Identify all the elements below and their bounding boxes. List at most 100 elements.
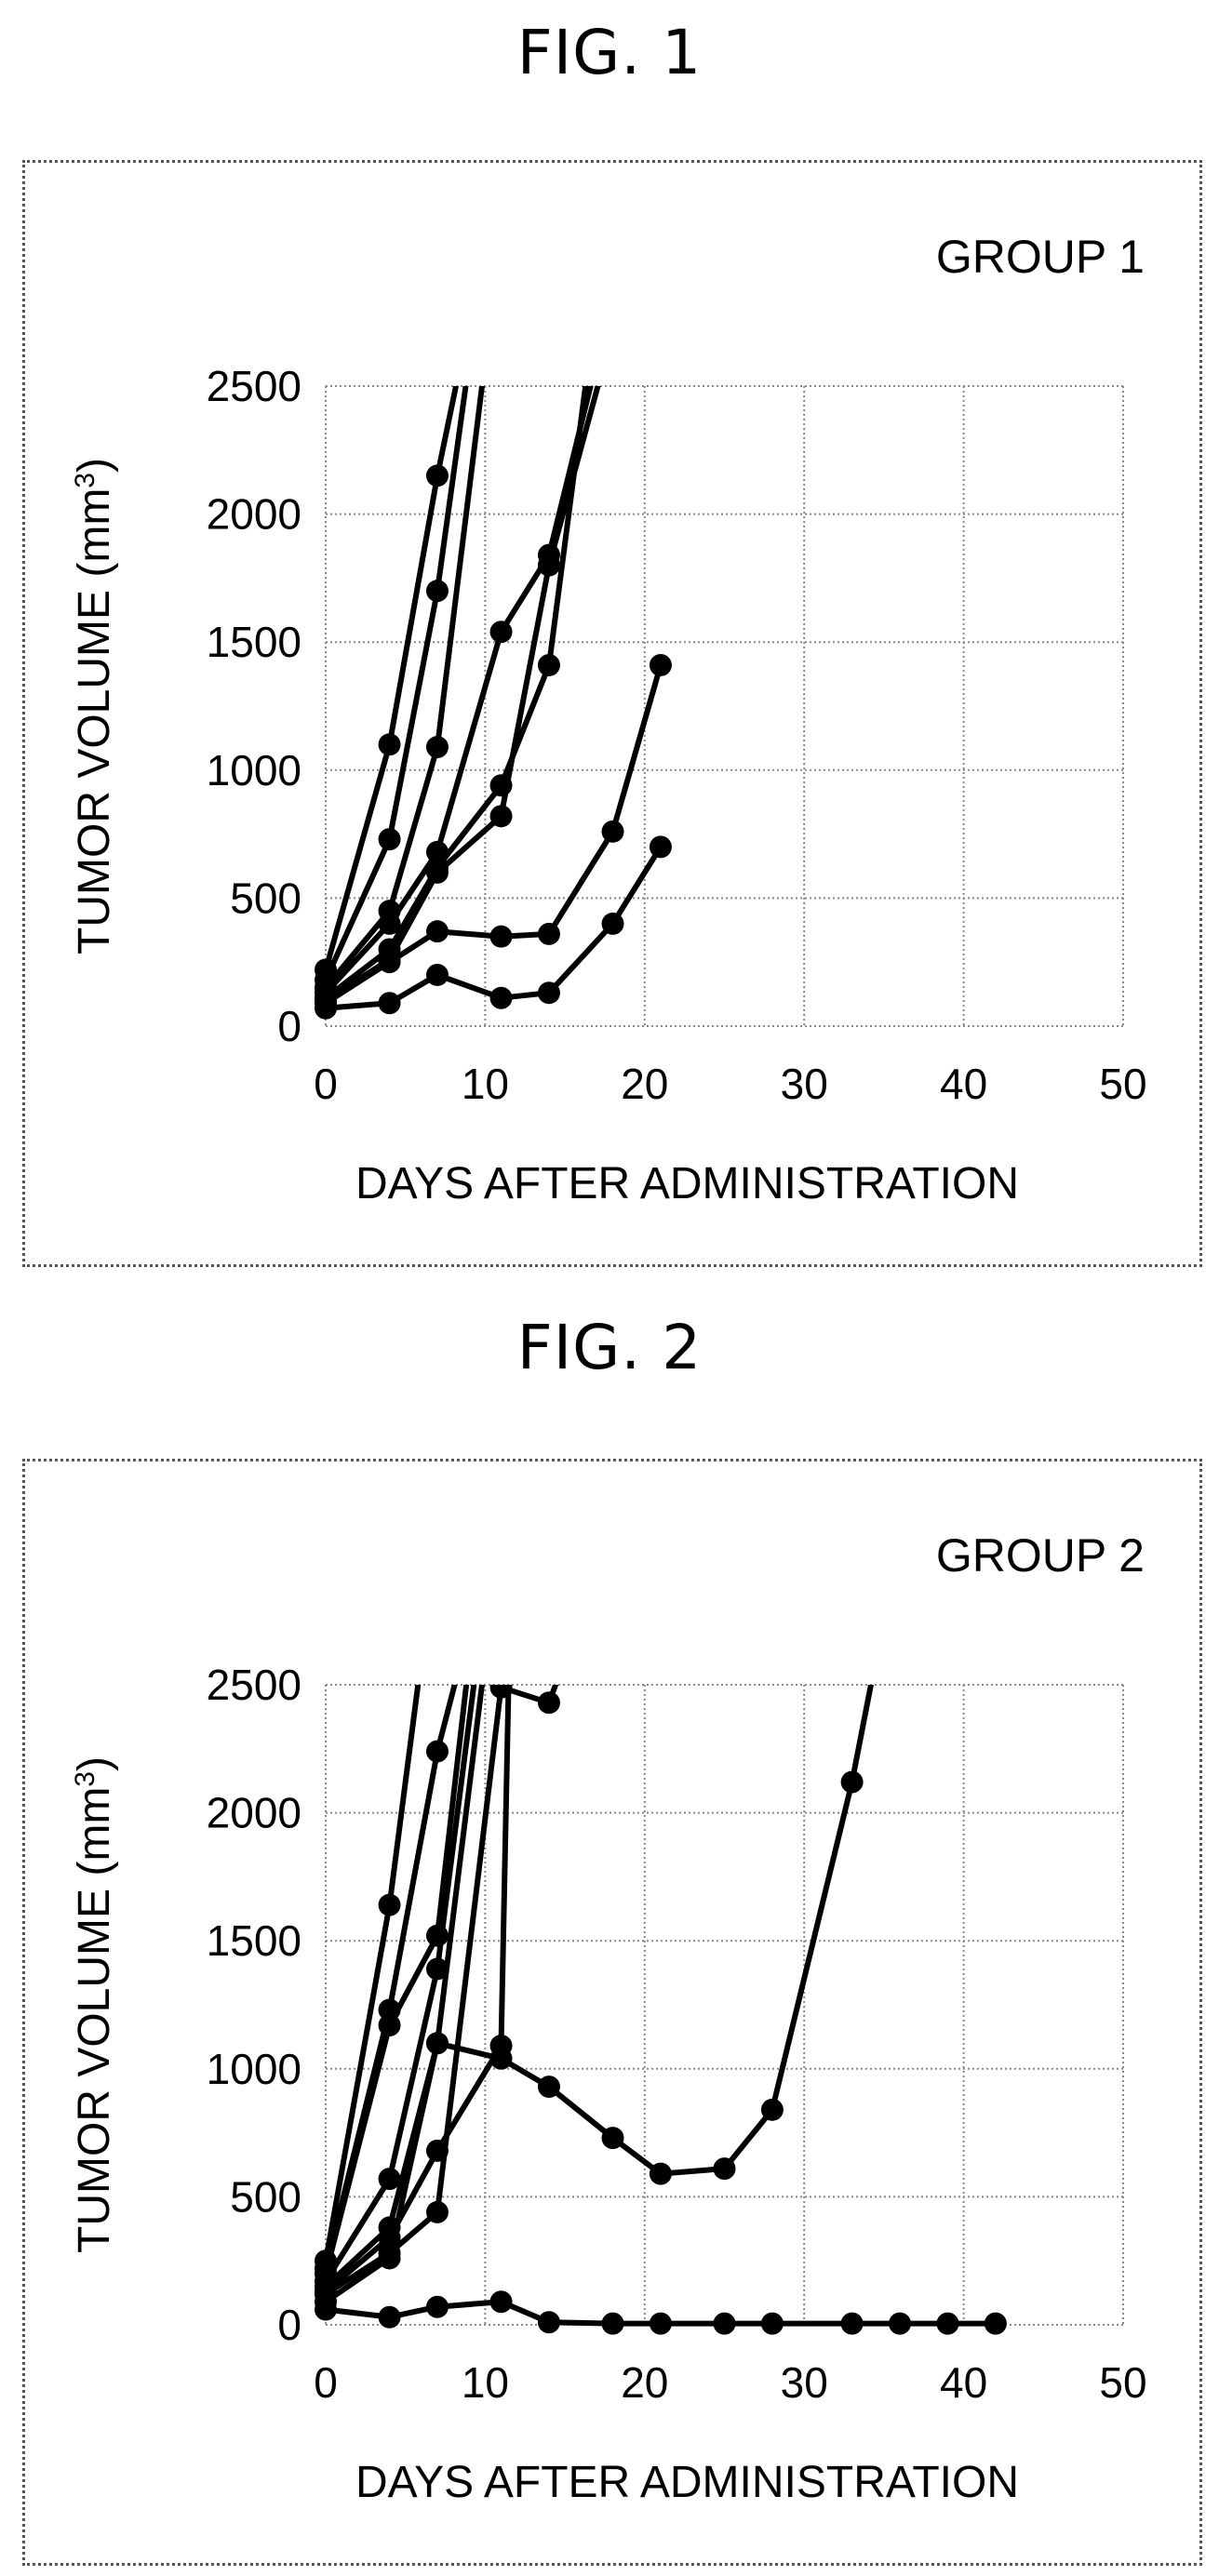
series-line-2 bbox=[323, 386, 469, 983]
data-point bbox=[425, 2032, 449, 2055]
x-tick-label: 50 bbox=[1099, 2358, 1146, 2407]
y-axis-title: TUMOR VOLUME (mm3) bbox=[70, 1756, 120, 2253]
data-point bbox=[537, 981, 560, 1005]
x-tick-label: 50 bbox=[1099, 1060, 1146, 1108]
data-point bbox=[315, 996, 337, 1020]
data-point bbox=[378, 951, 401, 974]
data-point bbox=[936, 2312, 959, 2335]
data-point bbox=[378, 2014, 401, 2037]
data-point bbox=[378, 992, 401, 1015]
data-point bbox=[489, 1685, 513, 1699]
x-axis-title: DAYS AFTER ADMINISTRATION bbox=[355, 2458, 1019, 2507]
x-tick-label: 40 bbox=[940, 1060, 987, 1108]
x-tick-label: 30 bbox=[781, 2358, 828, 2407]
chart-panel-group-2: 0 500 1000 1500 2000 2500 0 10 20 30 40 50 GROUP 2 DA… bbox=[22, 1459, 1202, 2566]
y-tick-label: 1500 bbox=[207, 1916, 301, 1965]
data-point bbox=[425, 861, 449, 884]
y-axis-title: TUMOR VOLUME (mm3) bbox=[70, 458, 120, 954]
data-point bbox=[840, 2312, 864, 2335]
data-point bbox=[537, 554, 560, 577]
group-label: GROUP 1 bbox=[936, 231, 1145, 283]
y-tick-label: 500 bbox=[230, 874, 301, 922]
series-line-4 bbox=[323, 386, 594, 996]
figure-1-title: FIG. 1 bbox=[516, 17, 703, 88]
tumor-volume-chart-group-2: 0 500 1000 1500 2000 2500 0 10 20 30 40 50 GROUP 2 DA… bbox=[70, 1529, 1147, 2507]
data-point bbox=[425, 2200, 449, 2223]
series-line-3 bbox=[323, 386, 486, 991]
data-point bbox=[760, 2312, 784, 2335]
y-tick-label: 1000 bbox=[207, 2045, 301, 2093]
data-point bbox=[425, 963, 449, 986]
data-point bbox=[489, 621, 513, 644]
data-point bbox=[601, 912, 624, 935]
data-point bbox=[425, 920, 449, 943]
data-point bbox=[425, 580, 449, 603]
x-axis-title: DAYS AFTER ADMINISTRATION bbox=[355, 1159, 1019, 1208]
data-point bbox=[889, 2312, 912, 2335]
group-label: GROUP 2 bbox=[936, 1529, 1145, 1582]
data-point bbox=[649, 2162, 672, 2185]
y-tick-label: 1000 bbox=[207, 746, 301, 794]
data-point bbox=[537, 922, 560, 945]
series-line-3 bbox=[323, 1685, 470, 2276]
data-point bbox=[378, 828, 401, 851]
x-tick-label: 10 bbox=[462, 1060, 509, 1108]
chart-panel-group-1: 0 500 1000 1500 2000 2500 0 10 20 30 40 50 GROUP 1 DA… bbox=[22, 160, 1202, 1267]
data-point bbox=[760, 2098, 784, 2121]
data-point bbox=[537, 2075, 560, 2099]
x-tick-label: 30 bbox=[781, 1060, 828, 1108]
data-point bbox=[315, 2298, 337, 2321]
data-point bbox=[378, 733, 401, 756]
y-tick-label: 2500 bbox=[207, 362, 301, 410]
data-point bbox=[489, 805, 513, 828]
x-tick-label: 20 bbox=[621, 2358, 668, 2407]
data-point bbox=[489, 2290, 513, 2314]
series-line-6 bbox=[323, 386, 601, 1004]
data-point bbox=[537, 1691, 560, 1715]
x-tick-label: 0 bbox=[314, 2358, 338, 2407]
grid bbox=[325, 1684, 1124, 2326]
y-tick-label: 2500 bbox=[207, 1661, 301, 1709]
data-point bbox=[984, 2312, 1007, 2335]
data-point bbox=[840, 1770, 864, 1794]
data-point bbox=[425, 1957, 449, 1981]
data-point bbox=[649, 835, 672, 859]
data-point bbox=[649, 653, 672, 676]
series-line-4 bbox=[323, 1685, 477, 2285]
x-tick-label: 40 bbox=[940, 2358, 987, 2407]
data-point bbox=[378, 912, 401, 935]
x-tick-label: 10 bbox=[462, 2358, 509, 2407]
y-tick-label: 0 bbox=[277, 1002, 301, 1050]
data-point bbox=[489, 925, 513, 948]
data-point bbox=[425, 736, 449, 759]
data-point bbox=[601, 2127, 624, 2150]
data-point bbox=[425, 1740, 449, 1763]
data-point bbox=[713, 2312, 736, 2335]
series-line-1 bbox=[323, 386, 460, 973]
data-point bbox=[489, 2047, 513, 2070]
data-point bbox=[425, 2295, 449, 2318]
plot-area bbox=[315, 386, 672, 1020]
series-line-5 bbox=[323, 1685, 485, 2289]
figure-2-title: FIG. 2 bbox=[516, 1312, 703, 1383]
y-tick-label: 2000 bbox=[207, 1789, 301, 1837]
tumor-volume-chart-group-1: 0 500 1000 1500 2000 2500 0 10 20 30 40 50 GROUP 1 DA… bbox=[70, 231, 1147, 1208]
data-point bbox=[537, 2311, 560, 2334]
data-point bbox=[425, 464, 449, 487]
y-tick-label: 2000 bbox=[207, 490, 301, 539]
plot-area bbox=[315, 1685, 1007, 2335]
y-tick-label: 500 bbox=[230, 2172, 301, 2221]
x-tick-label: 20 bbox=[621, 1060, 668, 1108]
data-point bbox=[378, 1893, 401, 1916]
y-tick-label: 1500 bbox=[207, 618, 301, 666]
data-point bbox=[601, 820, 624, 843]
data-point bbox=[378, 2247, 401, 2270]
data-point bbox=[601, 2312, 624, 2335]
data-point bbox=[378, 2168, 401, 2191]
y-tick-label: 0 bbox=[277, 2301, 301, 2349]
data-point bbox=[378, 2305, 401, 2329]
data-point bbox=[713, 2157, 736, 2181]
x-tick-label: 0 bbox=[314, 1060, 338, 1108]
data-point bbox=[537, 653, 560, 676]
data-point bbox=[649, 2312, 672, 2335]
